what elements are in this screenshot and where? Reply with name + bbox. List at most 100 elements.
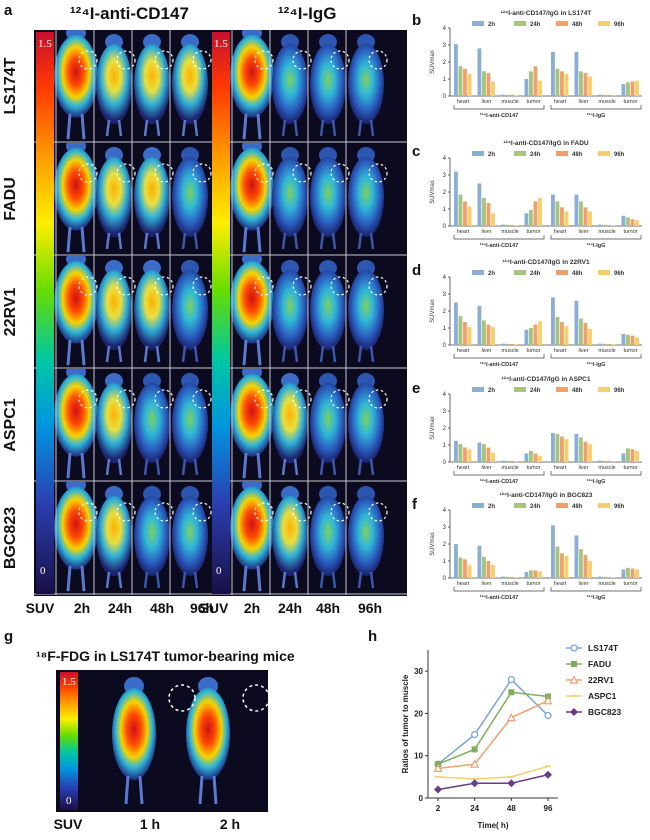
bar [491,213,495,226]
group-label: ¹²⁴I-IgG [587,594,606,601]
x-category-label: tumor [624,581,638,587]
bar [621,453,626,462]
x-category-label: heart [457,581,470,587]
bar [607,460,611,462]
group-label: ¹²⁴I-anti-CD147 [480,361,518,368]
x-category-label: liver [578,229,588,235]
data-point [507,675,515,684]
legend-swatch-96h [598,21,610,26]
bar [514,461,519,462]
bar [630,219,635,226]
bar [611,344,616,345]
y-axis-label: SUVmax [430,299,436,323]
bar [564,555,569,578]
y-tick-label: 3 [443,43,447,49]
y-tick-label: 4 [443,392,447,398]
x-category-label: tumor [527,581,541,587]
bar-chart-title: ¹²⁴I-anti-CD147/IgG in FADU [503,140,588,147]
bar [583,73,588,96]
bar [551,297,555,345]
x-category-label: muscle [501,99,518,105]
x-tick-label: 96 [544,804,553,813]
fdg-mice-image [110,675,270,806]
panel-letter-e: e [412,380,421,397]
panel-letter-c: c [412,143,421,160]
suv-color-scale-left [36,32,54,594]
legend-label-2h: 2h [488,504,495,510]
bar [533,324,538,345]
legend-label-24h: 24h [530,152,541,158]
bar [588,211,592,226]
y-tick-label: 1 [443,443,447,449]
legend-swatch-96h [598,270,610,275]
bar [560,553,564,578]
bar-chart-e: ¹²⁴I-anti-CD147/IgG in ASPC1 2h 24h 48h 96h 0… [430,376,642,485]
bar-chart-f: ¹²⁴I-anti-CD147/IgG in BGC823 2h 24h 48h 96h… [430,492,642,601]
y-tick-label: 0 [443,224,447,230]
bar [482,320,486,345]
panel-g-title: ¹⁸F-FDG in LS174T tumor-bearing mice [36,648,295,664]
panel-a-col-right-48h: 48h [315,600,341,616]
data-point [508,689,515,696]
data-point [544,711,552,720]
bar [560,322,564,345]
group-label: ¹²⁴I-IgG [587,361,606,368]
bar [630,335,635,345]
y-tick-label: 1 [443,77,447,83]
bar [454,302,458,345]
bar [533,66,538,96]
bar [491,565,495,578]
bar [611,95,616,96]
bar [574,194,579,226]
y-tick-label: 2 [443,309,447,315]
y-tick-label: 3 [443,173,447,179]
legend-swatch-24h [514,270,526,275]
data-point [433,763,443,772]
bar [510,343,514,345]
bar [635,450,639,462]
group-label: ¹²⁴I-IgG [587,478,606,485]
bar [598,460,602,462]
bar [551,525,555,578]
bar [529,450,533,462]
y-tick-label: 1 [443,207,447,213]
x-category-label: heart [457,229,470,235]
bar [574,300,579,345]
bar [467,327,472,345]
bar [551,194,555,226]
bar [482,556,486,578]
x-category-label: liver [481,348,491,354]
bar [491,452,495,462]
y-tick-label: 4 [443,508,447,514]
legend-swatch-48h [556,21,568,26]
bar [463,68,467,96]
x-category-label: muscle [598,581,615,587]
bar [598,224,602,226]
x-category-label: liver [481,465,491,471]
bar [626,82,630,96]
x-category-label: liver [578,348,588,354]
bar [635,80,639,96]
y-tick-label: 4 [443,26,447,32]
x-category-label: liver [481,99,491,105]
legend-label-24h: 24h [530,271,541,277]
x-category-label: heart [554,465,567,471]
bar [463,559,467,578]
x-category-label: heart [457,465,470,471]
x-category-label: tumor [527,99,541,105]
bar [477,183,482,226]
bar [555,316,560,345]
group-label: ¹²⁴I-anti-CD147 [480,594,518,601]
panel-a-col-left-24h: 24h [107,600,133,616]
row-label-bgc823: BGC823 [2,506,19,569]
x-tick-label: 2 [436,804,441,813]
series-line-aspc1 [437,765,549,780]
bar [458,66,463,96]
bar [564,439,569,462]
x-category-label: liver [481,229,491,235]
series-line-bgc823 [437,774,549,791]
bar [467,565,472,578]
y-tick-label: 2 [443,426,447,432]
row-label-ls174t: LS174T [2,57,19,114]
bar [574,51,579,96]
